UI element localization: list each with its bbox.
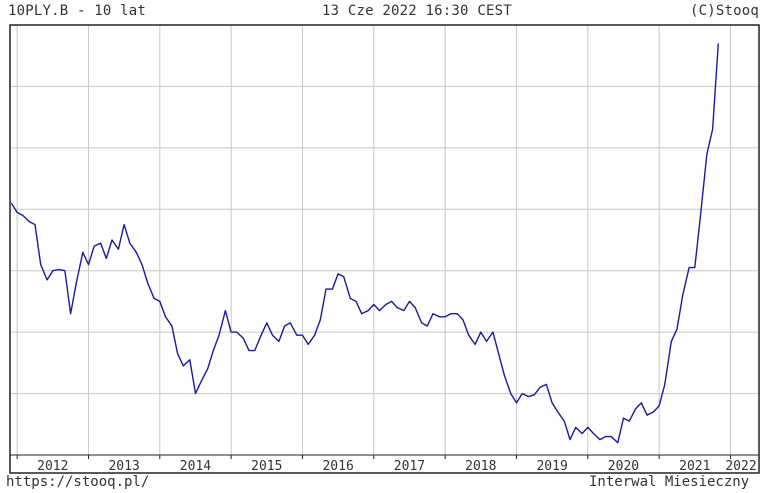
copyright-label: (C)Stooq [690, 3, 760, 19]
x-tick-label: 2020 [608, 459, 639, 474]
x-tick-label: 2015 [251, 459, 282, 474]
x-tick-label: 2021 [679, 459, 710, 474]
x-tick-label: 2017 [394, 459, 425, 474]
x-tick-label: 2012 [37, 459, 68, 474]
x-axis-strip: 2012 2013 2014 2015 2016 2017 2018 2019 2020 2021… [10, 454, 759, 474]
x-tick-label: 2022 [725, 459, 756, 474]
interval-label: Interwal Miesieczny [589, 474, 750, 490]
yield-series-line [10, 43, 719, 444]
plot-frame [9, 24, 760, 474]
x-tick-label: 2014 [180, 459, 211, 474]
x-tick-label: 2018 [465, 459, 496, 474]
x-tick-label: 2016 [322, 459, 353, 474]
grid-layer [10, 25, 759, 455]
x-tick-label: 2019 [536, 459, 567, 474]
chart-timestamp: 13 Cze 2022 16:30 CEST [322, 3, 512, 19]
chart-symbol-title: 10PLY.B - 10 lat [8, 3, 147, 19]
stooq-url-link[interactable]: https://stooq.pl/ [6, 474, 150, 490]
x-tick-label: 2013 [108, 459, 139, 474]
